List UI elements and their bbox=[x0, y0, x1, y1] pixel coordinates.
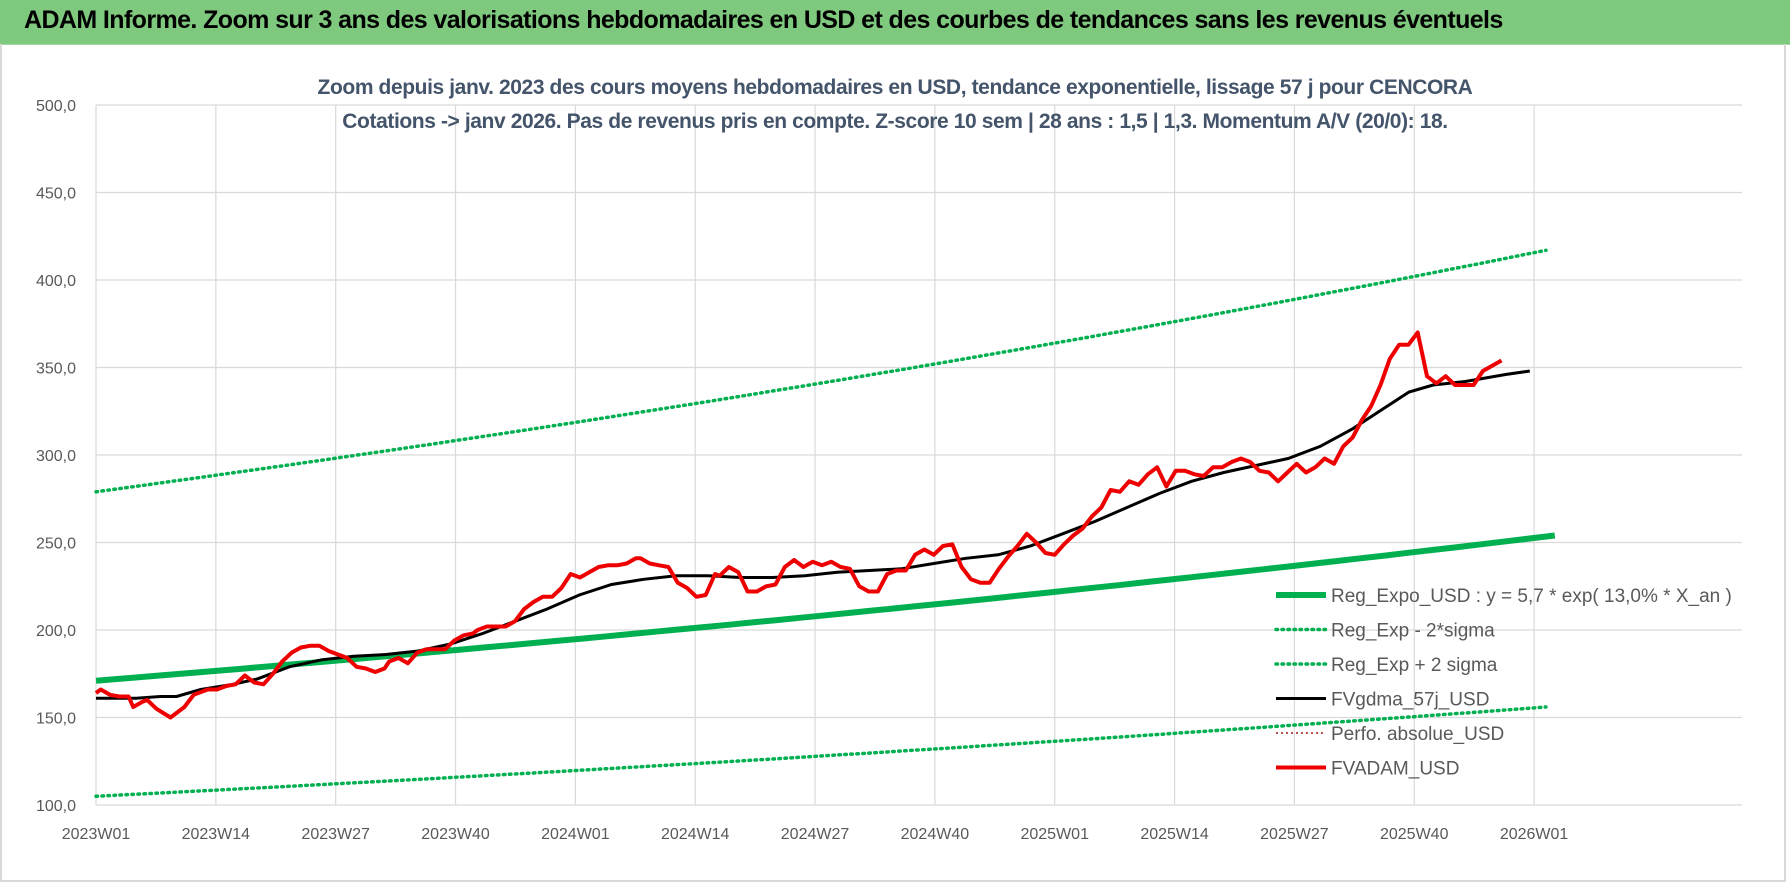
x-tick-label: 2024W40 bbox=[901, 826, 970, 843]
x-tick-label: 2024W14 bbox=[661, 826, 730, 843]
legend-label: FVADAM_USD bbox=[1331, 759, 1459, 780]
report-banner-title: ADAM Informe. Zoom sur 3 ans des valoris… bbox=[24, 6, 1503, 34]
chart-title-line-1: Zoom depuis janv. 2023 des cours moyens … bbox=[318, 76, 1473, 99]
y-tick-label: 400,0 bbox=[36, 273, 76, 290]
legend-label: Perfo. absolue_USD bbox=[1331, 724, 1504, 745]
x-tick-label: 2023W01 bbox=[62, 826, 131, 843]
y-tick-label: 450,0 bbox=[36, 186, 76, 203]
x-tick-label: 2023W14 bbox=[182, 826, 251, 843]
x-tick-label: 2025W40 bbox=[1380, 826, 1449, 843]
series-fvgdma-57j-usd bbox=[96, 369, 1531, 700]
x-tick-label: 2023W40 bbox=[421, 826, 490, 843]
x-tick-label: 2025W01 bbox=[1020, 826, 1089, 843]
legend-label: Reg_Expo_USD : y = 5,7 * exp( 13,0% * X_… bbox=[1331, 586, 1732, 607]
x-tick-label: 2024W01 bbox=[541, 826, 610, 843]
y-tick-label: 250,0 bbox=[36, 536, 76, 553]
y-tick-label: 200,0 bbox=[36, 623, 76, 640]
chart-frame bbox=[0, 44, 1786, 882]
x-tick-label: 2024W27 bbox=[781, 826, 850, 843]
y-tick-label: 350,0 bbox=[36, 361, 76, 378]
y-tick-label: 150,0 bbox=[36, 711, 76, 728]
series-fvadam-usd bbox=[94, 330, 1503, 720]
x-tick-label: 2025W14 bbox=[1140, 826, 1209, 843]
legend-label: Reg_Exp + 2 sigma bbox=[1331, 655, 1498, 676]
y-tick-label: 100,0 bbox=[36, 798, 76, 815]
report-banner: ADAM Informe. Zoom sur 3 ans des valoris… bbox=[0, 0, 1790, 45]
legend-label: Reg_Exp - 2*sigma bbox=[1331, 621, 1495, 642]
y-axis-ticks: 100,0 150,0 200,0 250,0 300,0 350,0 400,0 450,0… bbox=[36, 98, 76, 815]
chart-legend: Reg_Expo_USD : y = 5,7 * exp( 13,0% * X_… bbox=[1274, 586, 1732, 780]
x-tick-label: 2025W27 bbox=[1260, 826, 1329, 843]
x-tick-label: 2026W01 bbox=[1500, 826, 1569, 843]
y-tick-label: 500,0 bbox=[36, 98, 76, 115]
series-reg-exp-minus-2sigma bbox=[94, 705, 1548, 799]
series-reg-exp-plus-2sigma bbox=[94, 248, 1548, 494]
x-axis-ticks: 2023W01 2023W14 2023W27 2023W40 2024W01 2024W… bbox=[62, 826, 1569, 843]
legend-label: FVgdma_57j_USD bbox=[1331, 690, 1489, 711]
series-layer bbox=[94, 248, 1556, 799]
series-reg-expo-usd bbox=[95, 532, 1556, 684]
chart-title-line-2: Cotations -> janv 2026. Pas de revenus p… bbox=[342, 110, 1447, 133]
gridlines bbox=[95, 104, 1742, 806]
x-tick-label: 2023W27 bbox=[301, 826, 370, 843]
y-tick-label: 300,0 bbox=[36, 448, 76, 465]
